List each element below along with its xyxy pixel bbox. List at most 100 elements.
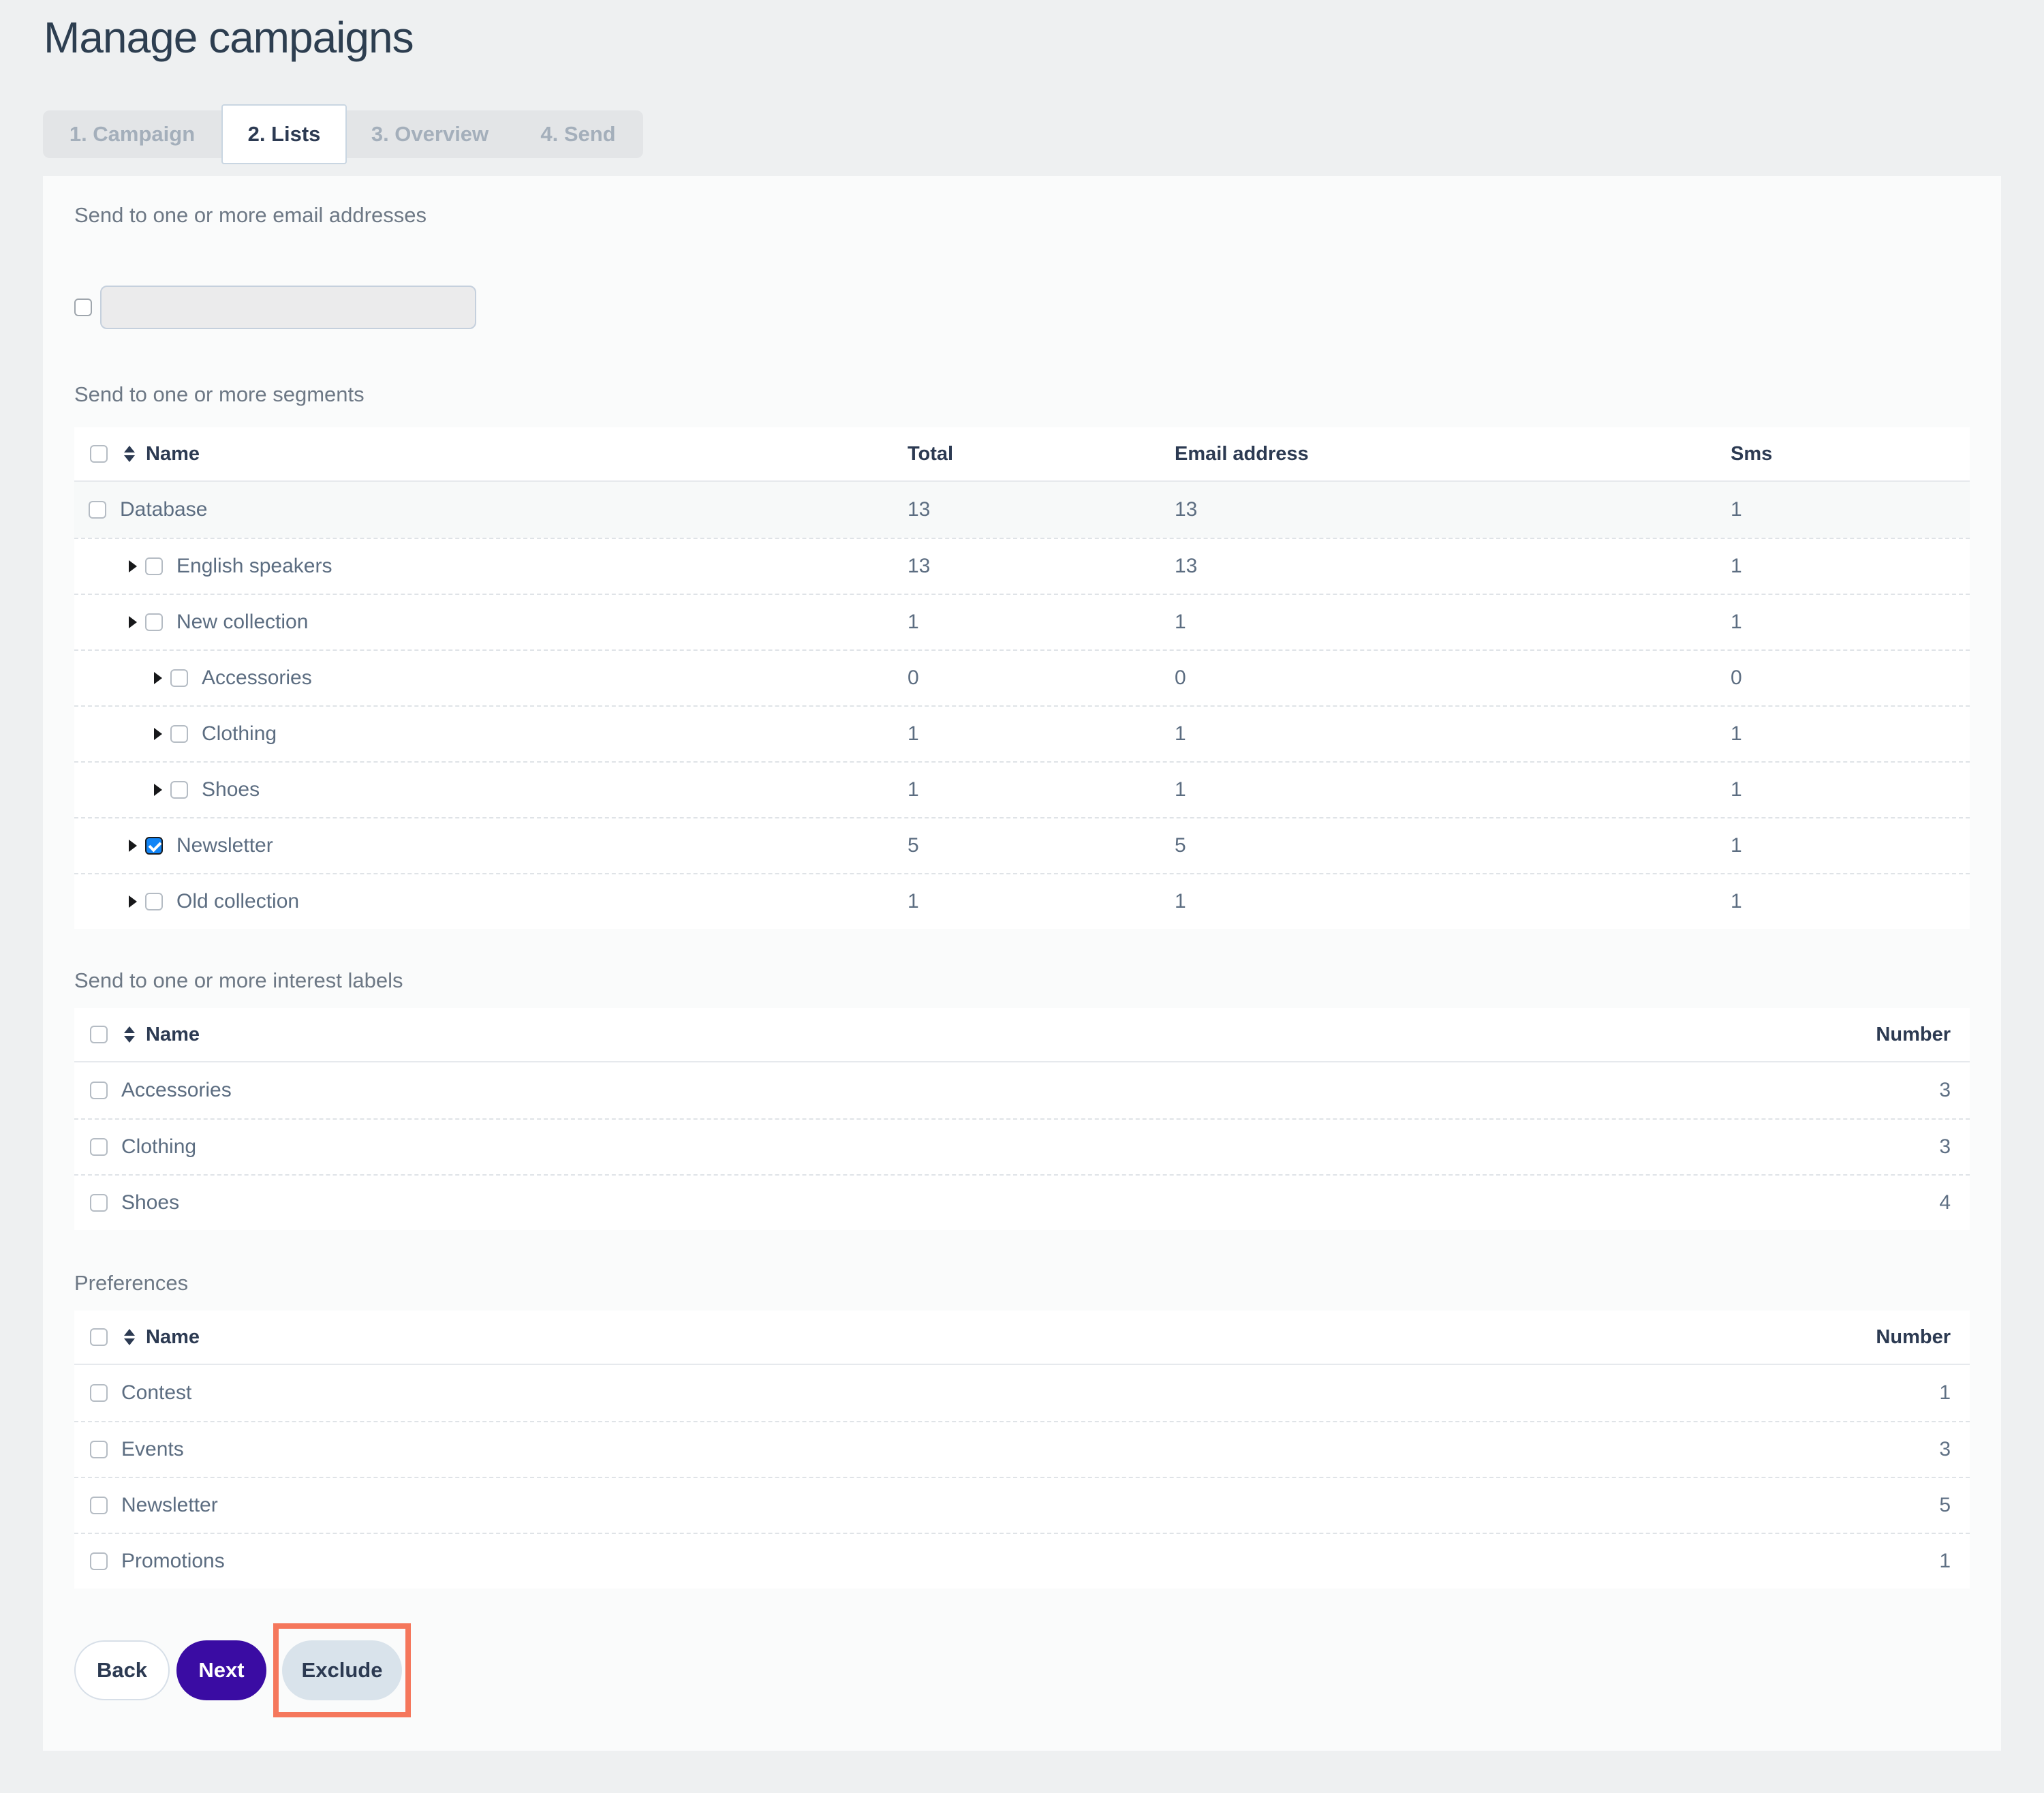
exclude-annotation-box: Exclude: [273, 1623, 411, 1717]
segment-total: 1: [908, 890, 919, 913]
sort-icon[interactable]: [124, 446, 135, 462]
row-checkbox[interactable]: [89, 501, 106, 519]
preferences-number-header: Number: [1876, 1325, 1951, 1348]
row-label: Accessories: [121, 1079, 232, 1101]
row-number: 3: [1939, 1135, 1951, 1158]
segment-email-count: 1: [1175, 778, 1186, 801]
expander-icon[interactable]: [154, 784, 162, 796]
row-number: 5: [1939, 1494, 1951, 1516]
row-checkbox[interactable]: [90, 1441, 108, 1458]
segments-name-header: Name: [146, 442, 200, 465]
sort-icon[interactable]: [124, 1026, 135, 1043]
row-checkbox[interactable]: [90, 1497, 108, 1514]
segment-name: English speakers: [176, 555, 332, 577]
segment-sms-count: 1: [1731, 611, 1742, 633]
row-checkbox[interactable]: [170, 725, 188, 743]
email-address-input[interactable]: [100, 286, 476, 329]
row-checkbox[interactable]: [145, 557, 163, 575]
next-button[interactable]: Next: [176, 1640, 266, 1700]
table-row: Old collection 1 1 1: [74, 873, 1970, 929]
table-row: Promotions 1: [74, 1533, 1970, 1589]
table-row: Newsletter 5: [74, 1477, 1970, 1533]
segment-email-count: 13: [1175, 498, 1198, 521]
row-checkbox[interactable]: [90, 1552, 108, 1570]
row-checkbox[interactable]: [90, 1082, 108, 1099]
sort-icon[interactable]: [124, 1329, 135, 1345]
back-button[interactable]: Back: [74, 1640, 170, 1700]
segment-email-count: 5: [1175, 834, 1186, 857]
wizard-tabs: 1. Campaign 2. Lists 3. Overview 4. Send: [43, 104, 643, 164]
segment-name: Newsletter: [176, 834, 273, 857]
interest-labels-section-label: Send to one or more interest labels: [74, 968, 403, 992]
segment-email-count: 1: [1175, 722, 1186, 745]
expander-icon[interactable]: [129, 560, 137, 572]
expander-icon[interactable]: [129, 840, 137, 852]
email-section-label: Send to one or more email addresses: [74, 203, 427, 227]
tab-lists[interactable]: 2. Lists: [221, 104, 347, 164]
row-checkbox[interactable]: [145, 837, 163, 855]
tab-overview[interactable]: 3. Overview: [371, 122, 489, 146]
row-checkbox[interactable]: [90, 1194, 108, 1212]
segments-table-header: Name Total Email address Sms: [74, 427, 1970, 482]
interest-labels-table-body: Accessories 3 Clothing 3 Shoes 4: [74, 1062, 1970, 1230]
row-checkbox[interactable]: [90, 1384, 108, 1402]
preferences-section-label: Preferences: [74, 1271, 189, 1295]
lists-step-panel: Send to one or more email addresses Send…: [43, 176, 2001, 1751]
row-checkbox[interactable]: [170, 669, 188, 687]
expander-icon[interactable]: [129, 616, 137, 628]
row-checkbox[interactable]: [145, 613, 163, 631]
tab-campaign[interactable]: 1. Campaign: [69, 122, 196, 146]
preferences-select-all-checkbox[interactable]: [90, 1328, 108, 1346]
table-row: English speakers 13 13 1: [74, 538, 1970, 594]
segment-name: Old collection: [176, 890, 300, 913]
action-buttons-row: Back Next Exclude: [74, 1623, 411, 1717]
segment-total: 13: [908, 498, 931, 521]
expander-icon[interactable]: [154, 672, 162, 684]
row-checkbox[interactable]: [170, 781, 188, 799]
interest-select-all-checkbox[interactable]: [90, 1026, 108, 1043]
row-number: 3: [1939, 1079, 1951, 1101]
row-label: Clothing: [121, 1135, 197, 1158]
segment-email-count: 1: [1175, 890, 1186, 913]
segment-total: 1: [908, 611, 919, 633]
expander-icon[interactable]: [129, 895, 137, 908]
page-title: Manage campaigns: [44, 13, 414, 62]
segment-sms-count: 1: [1731, 555, 1742, 577]
email-address-checkbox[interactable]: [74, 298, 92, 316]
segment-total: 0: [908, 666, 919, 689]
row-number: 1: [1939, 1381, 1951, 1404]
email-address-row: [74, 286, 476, 329]
table-row: Accessories 3: [74, 1062, 1970, 1118]
table-row: Newsletter 5 5 1: [74, 817, 1970, 873]
segment-sms-count: 1: [1731, 498, 1742, 521]
segments-email-header: Email address: [1175, 442, 1309, 465]
interest-name-header: Name: [146, 1023, 200, 1045]
segment-name: Database: [120, 498, 208, 521]
table-row: Events 3: [74, 1421, 1970, 1477]
segment-sms-count: 1: [1731, 890, 1742, 913]
segment-total: 1: [908, 778, 919, 801]
exclude-button[interactable]: Exclude: [282, 1640, 402, 1700]
preferences-table-header: Name Number: [74, 1311, 1970, 1365]
segment-total: 13: [908, 555, 931, 577]
expander-icon[interactable]: [154, 728, 162, 740]
segments-total-header: Total: [908, 442, 954, 465]
preferences-name-header: Name: [146, 1325, 200, 1348]
table-row: Accessories 0 0 0: [74, 649, 1970, 705]
tab-send[interactable]: 4. Send: [540, 122, 616, 146]
row-checkbox[interactable]: [90, 1138, 108, 1156]
table-row: New collection 1 1 1: [74, 594, 1970, 649]
segment-sms-count: 1: [1731, 834, 1742, 857]
segments-table-body: Database 13 13 1 English speakers 13 13 …: [74, 482, 1970, 929]
segment-name: New collection: [176, 611, 309, 633]
segments-select-all-checkbox[interactable]: [90, 445, 108, 463]
segment-sms-count: 0: [1731, 666, 1742, 689]
row-label: Events: [121, 1438, 184, 1460]
segments-table: Name Total Email address Sms Database 13…: [74, 427, 1970, 929]
segments-sms-header: Sms: [1731, 442, 1773, 465]
interest-labels-table-header: Name Number: [74, 1008, 1970, 1062]
row-checkbox[interactable]: [145, 893, 163, 910]
segment-email-count: 13: [1175, 555, 1198, 577]
segment-name: Clothing: [202, 722, 277, 745]
preferences-table: Name Number Contest 1 Events 3 Newslette…: [74, 1311, 1970, 1589]
